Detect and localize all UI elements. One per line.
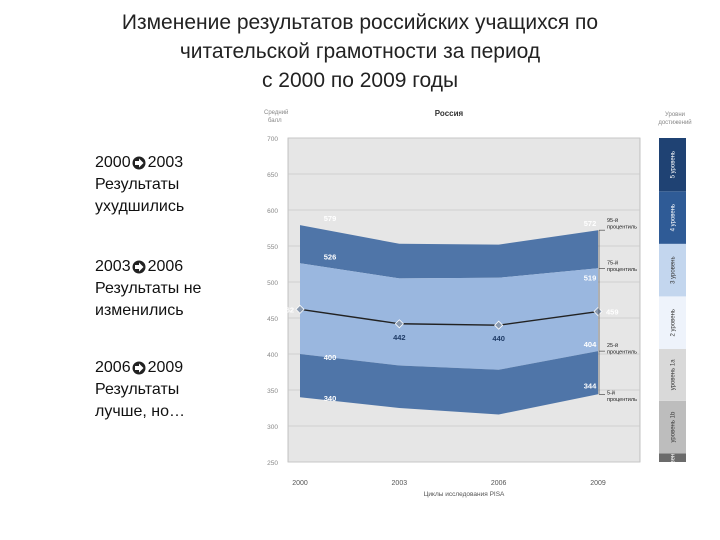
note-2000-2003: 2000 2003 Результаты ухудшились <box>95 152 245 218</box>
data-label: 442 <box>393 333 406 342</box>
note-from: 2006 <box>95 359 131 376</box>
arrow-right-icon <box>132 156 146 170</box>
note-from: 2003 <box>95 258 131 275</box>
mean-marker <box>394 319 404 329</box>
chart-svg: 250 300 350 400 450 500 550 600 650 700 579 572 526 5… <box>264 109 692 498</box>
arrow-right-icon <box>132 361 146 375</box>
mean-marker <box>494 320 504 330</box>
data-label: 526 <box>324 252 337 261</box>
note-text-1: Результаты <box>95 381 180 398</box>
level-segment <box>659 453 686 462</box>
note-text-2: изменились <box>95 302 184 319</box>
note-2003-2006: 2003 2006 Результаты не изменились <box>95 256 245 322</box>
x-axis-title: Циклы исследования PISA <box>424 491 505 498</box>
band-p75-p25 <box>300 263 598 370</box>
y-tick-label: 450 <box>267 316 278 323</box>
note-period: 2003 2006 <box>95 256 245 278</box>
percentile-label: процентиль <box>607 397 637 403</box>
y-tick-label: 250 <box>267 460 278 467</box>
band-p95-p75 <box>300 225 598 279</box>
note-text-2: ухудшились <box>95 198 185 215</box>
level-label: уровень 1b <box>671 442 677 474</box>
title-line-1: Изменение результатов российских учащихс… <box>121 11 599 34</box>
chart-title: Россия <box>435 109 464 118</box>
mean-line <box>299 308 599 326</box>
title-line-3: с 2000 по 2009 годы <box>261 69 459 92</box>
y-tick-label: 300 <box>267 424 278 431</box>
percentile-label: 5-й <box>607 389 615 396</box>
level-segment <box>659 138 686 192</box>
level-segment <box>659 296 686 349</box>
y-tick-label: 650 <box>267 172 278 179</box>
data-label: 404 <box>584 340 597 349</box>
data-label: 344 <box>584 381 597 390</box>
percentile-label: процентиль <box>607 225 637 231</box>
note-2006-2009: 2006 2009 Результаты лучше, но… <box>95 357 245 423</box>
data-label: 462 <box>281 305 294 314</box>
data-label: 340 <box>324 394 337 403</box>
level-label: 5 уровень <box>671 151 677 179</box>
pisa-reading-chart: 250 300 350 400 450 500 550 600 650 700 579 572 526 5… <box>250 102 700 512</box>
mean-marker <box>295 304 305 314</box>
arrow-right-icon <box>132 260 146 274</box>
band-p25-p5 <box>300 351 598 415</box>
data-label: 440 <box>492 334 505 343</box>
note-period: 2006 2009 <box>95 357 245 379</box>
x-tick-label: 2006 <box>491 480 507 487</box>
y-tick-label: 400 <box>267 352 278 359</box>
percentile-label: 75-й <box>607 259 618 266</box>
data-label: 519 <box>584 273 597 282</box>
percentile-label: процентиль <box>607 267 637 273</box>
data-label: 572 <box>584 219 597 228</box>
y-axis-label-line-2: балл <box>268 118 282 124</box>
y-tick-label: 550 <box>267 244 278 251</box>
y-tick-label: 600 <box>267 208 278 215</box>
level-segment <box>659 191 686 244</box>
level-segment <box>659 348 686 401</box>
mean-marker <box>593 306 603 317</box>
y-tick-label: 500 <box>267 280 278 287</box>
data-label: 579 <box>324 214 337 223</box>
data-label: 459 <box>606 308 619 317</box>
x-tick-label: 2000 <box>292 480 308 487</box>
level-label: уровень 1a <box>671 359 677 391</box>
note-text-1: Результаты не <box>95 280 202 297</box>
note-to: 2009 <box>147 359 184 376</box>
y-tick-label: 350 <box>267 388 278 395</box>
note-period: 2000 2003 <box>95 152 245 174</box>
y-tick-label: 700 <box>267 136 278 143</box>
note-to: 2006 <box>147 258 184 275</box>
level-label: уровень 1b <box>671 411 677 443</box>
note-text-2: лучше, но… <box>95 403 186 420</box>
note-text-1: Результаты <box>95 176 180 193</box>
note-from: 2000 <box>95 154 131 171</box>
x-tick-label: 2009 <box>590 480 606 487</box>
percentile-label: 25-й <box>607 342 618 349</box>
level-label: 2 уровень <box>671 309 677 337</box>
levels-label-line-2: достижений <box>658 119 691 126</box>
level-label: 3 уровень <box>671 256 677 284</box>
y-axis-label-line-1: Средний <box>264 109 288 116</box>
level-label: 4 уровень <box>671 204 677 232</box>
percentile-label: 95-й <box>607 217 618 224</box>
data-label: 400 <box>324 353 337 362</box>
percentile-label: процентиль <box>607 350 637 356</box>
levels-label-line-1: Уровни <box>665 112 685 118</box>
level-segment <box>659 400 686 454</box>
x-tick-label: 2003 <box>392 480 408 487</box>
title-line-2: читательской грамотности за период <box>179 40 541 63</box>
page-title: Изменение результатов российских учащихс… <box>40 8 680 95</box>
note-to: 2003 <box>147 154 184 171</box>
level-segment <box>659 243 686 297</box>
